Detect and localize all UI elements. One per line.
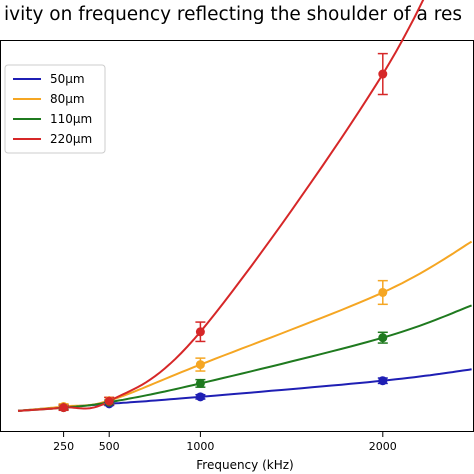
x-tick-label: 500	[99, 440, 120, 453]
x-tick-label: 250	[53, 440, 74, 453]
series-line-1	[17, 240, 473, 412]
legend: 50µm 80µm 110µm 220µm	[4, 64, 106, 154]
legend-label: 80µm	[50, 92, 85, 106]
x-tick-label: 2000	[369, 440, 397, 453]
data-point	[378, 376, 388, 386]
data-point	[195, 327, 205, 337]
x-tick-label: 1000	[186, 440, 214, 453]
legend-label: 50µm	[50, 72, 85, 86]
legend-label: 110µm	[50, 112, 92, 126]
series-line-3	[18, 0, 425, 412]
legend-label: 220µm	[50, 132, 92, 146]
data-point	[195, 378, 205, 388]
data-point	[378, 69, 388, 79]
data-point	[104, 396, 114, 406]
x-axis-label: Frequency (kHz)	[196, 458, 293, 472]
chart-title: ivity on frequency reflecting the should…	[4, 4, 462, 25]
plot-area	[0, 0, 474, 432]
legend-box	[4, 64, 106, 154]
series-curves	[17, 0, 473, 412]
series-line-2	[18, 304, 472, 412]
error-bars	[58, 52, 388, 412]
data-point	[378, 333, 388, 343]
x-axis: 250 500 1000 2000	[53, 432, 397, 453]
data-point	[195, 392, 205, 402]
data-point	[59, 403, 69, 413]
data-markers	[59, 69, 388, 413]
data-point	[195, 360, 205, 370]
data-point	[378, 287, 388, 297]
